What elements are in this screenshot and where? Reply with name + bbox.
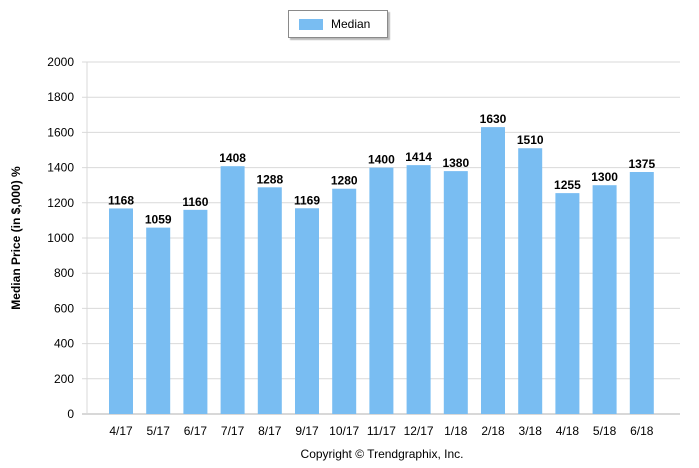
y-tick-label: 1600: [47, 125, 74, 139]
data-label: 1169: [294, 193, 320, 207]
bar: [592, 185, 617, 414]
x-tick-label: 8/17: [258, 424, 282, 438]
bar: [629, 172, 654, 414]
x-tick-label: 7/17: [221, 424, 245, 438]
bar: [257, 187, 282, 414]
y-tick-label: 2000: [47, 55, 74, 69]
x-tick-label: 5/17: [147, 424, 171, 438]
y-tick-label: 1400: [47, 161, 74, 175]
x-tick-label: 10/17: [329, 424, 359, 438]
y-tick-label: 400: [54, 337, 74, 351]
bar: [332, 188, 357, 414]
bar: [183, 209, 208, 414]
data-label: 1510: [517, 133, 544, 147]
legend-label-median: Median: [331, 17, 371, 31]
data-label: 1280: [331, 174, 358, 188]
y-tick-label: 200: [54, 372, 74, 386]
x-tick-label: 1/18: [444, 424, 468, 438]
y-tick-label: 0: [67, 407, 74, 421]
y-tick-label: 600: [54, 301, 74, 315]
x-tick-label: 4/18: [556, 424, 580, 438]
bar: [555, 193, 580, 414]
bar: [295, 208, 319, 414]
x-tick-label: 9/17: [295, 424, 319, 438]
bar: [369, 167, 394, 414]
data-label: 1375: [628, 157, 655, 171]
x-tick-label: 2/18: [481, 424, 505, 438]
data-label: 1630: [480, 112, 507, 126]
y-tick-label: 800: [54, 266, 74, 280]
copyright-text: Copyright © Trendgraphix, Inc.: [300, 447, 464, 461]
bar: [146, 227, 171, 414]
data-label: 1288: [256, 172, 283, 186]
data-label: 1168: [108, 193, 134, 207]
x-tick-label: 11/17: [367, 424, 396, 438]
x-tick-label: 4/17: [109, 424, 133, 438]
y-tick-label: 1200: [47, 196, 74, 210]
x-tick-label: 6/18: [630, 424, 654, 438]
data-label: 1160: [182, 195, 208, 209]
bar: [406, 165, 431, 414]
bar: [518, 148, 543, 415]
bar: [220, 166, 245, 414]
x-tick-label: 12/17: [404, 424, 434, 438]
data-label: 1414: [405, 150, 432, 164]
y-tick-label: 1800: [47, 90, 74, 104]
data-label: 1255: [554, 178, 581, 192]
legend: Median: [288, 10, 388, 38]
data-label: 1300: [591, 170, 618, 184]
legend-swatch-median: [299, 19, 323, 30]
x-tick-label: 3/18: [519, 424, 543, 438]
y-tick-label: 1000: [47, 231, 74, 245]
data-label: 1380: [442, 156, 469, 170]
data-label: 1408: [219, 151, 246, 165]
y-axis-label: Median Price (in $,000) %: [9, 166, 23, 310]
data-label: 1059: [145, 213, 172, 227]
x-tick-label: 6/17: [184, 424, 208, 438]
bar: [443, 171, 468, 414]
data-label: 1400: [368, 153, 395, 167]
bar: [109, 208, 133, 414]
x-tick-label: 5/18: [593, 424, 617, 438]
bar: [481, 127, 505, 415]
